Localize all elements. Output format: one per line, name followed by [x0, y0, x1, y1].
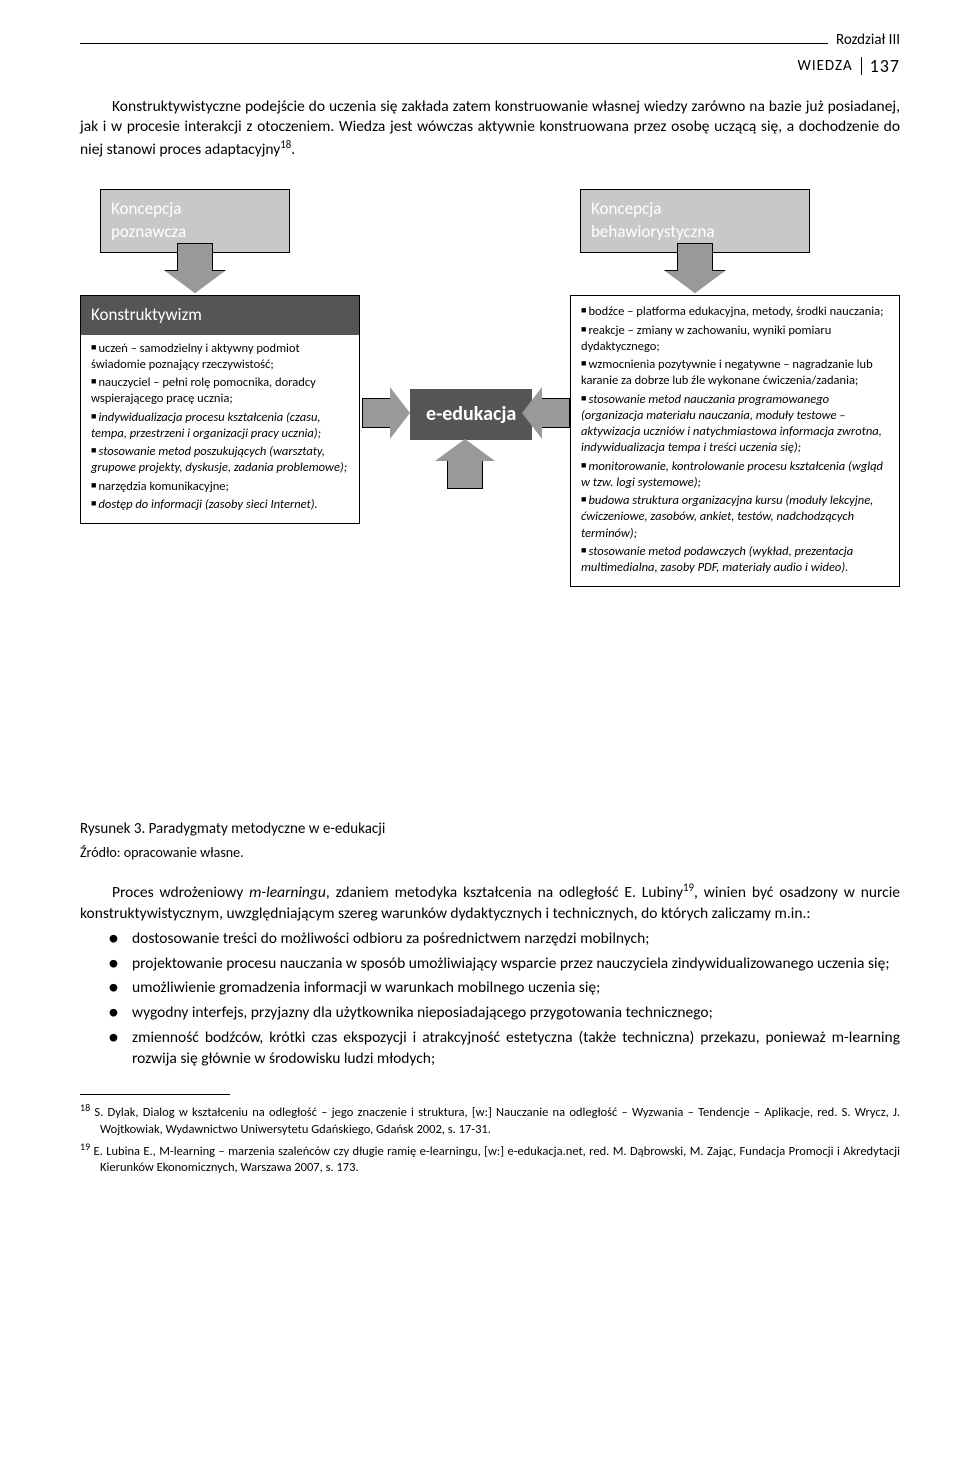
- figure-source: Źródło: opracowanie własne.: [80, 844, 900, 863]
- bullet-list: dostosowanie treści do możliwości odbior…: [80, 929, 900, 1071]
- footnote-18: 18 S. Dylak, Dialog w kształceniu na odl…: [80, 1101, 900, 1138]
- list-item: monitorowanie, kontrolowanie procesu ksz…: [581, 459, 889, 492]
- body-paragraph-1: Konstruktywistyczne podejście do uczenia…: [80, 97, 900, 162]
- chapter-label: Rozdział III: [836, 30, 900, 50]
- list-item: uczeń – samodzielny i aktywny podmiot św…: [91, 341, 349, 374]
- list-item: budowa struktura organizacyjna kursu (mo…: [581, 493, 889, 542]
- list-item: indywidualizacja procesu kształcenia (cz…: [91, 410, 349, 443]
- list-item: stosowanie metod podawczych (wykład, pre…: [581, 544, 889, 577]
- bullet-item: dostosowanie treści do możliwości odbior…: [132, 929, 900, 950]
- body-paragraph-2: Proces wdrożeniowy m-learningu, zdaniem …: [80, 881, 900, 925]
- footnote-19: 19 E. Lubina E., M-learning – marzenia s…: [80, 1140, 900, 1177]
- footnote-ref-19: 19: [683, 881, 694, 894]
- list-item: reakcje – zmiany w zachowaniu, wyniki po…: [581, 323, 889, 356]
- page-header: Rozdział III: [80, 30, 900, 50]
- arrow-left: [522, 387, 570, 439]
- footnotes-separator: [80, 1094, 230, 1095]
- konstruktywizm-list: uczeń – samodzielny i aktywny podmiot św…: [91, 341, 349, 514]
- box-konstruktywizm-title: Konstruktywizm: [81, 296, 359, 334]
- bullet-item: wygodny interfejs, przyjazny dla użytkow…: [132, 1003, 900, 1024]
- list-item: stosowanie metod poszukujących (warsztat…: [91, 444, 349, 477]
- box-behawiorystyczna-list: bodźce – platforma edukacyjna, metody, ś…: [570, 295, 900, 587]
- footnote-ref-18: 18: [280, 138, 291, 151]
- list-item: narzędzia komunikacyjne;: [91, 479, 349, 495]
- bullet-item: zmienność bodźców, krótki czas ekspozycj…: [132, 1028, 900, 1070]
- box-e-edukacja: e-edukacja: [410, 389, 532, 440]
- section-label: WIEDZA: [797, 56, 852, 76]
- bullet-item: umożliwienie gromadzenia informacji w wa…: [132, 978, 900, 999]
- list-item: stosowanie metod nauczania programowaneg…: [581, 392, 889, 457]
- list-item: nauczyciel – pełni rolę pomocnika, dorad…: [91, 375, 349, 408]
- box-konstruktywizm: Konstruktywizm uczeń – samodzielny i akt…: [80, 295, 360, 524]
- figure-caption: Rysunek 3. Paradygmaty metodyczne w e-ed…: [80, 819, 900, 839]
- section-row: WIEDZA 137: [80, 54, 900, 78]
- list-item: dostęp do informacji (zasoby sieci Inter…: [91, 497, 349, 513]
- bullet-item: projektowanie procesu nauczania w sposób…: [132, 954, 900, 975]
- arrow-down-left: [165, 243, 225, 293]
- header-sep: [861, 57, 862, 75]
- arrow-up: [435, 439, 495, 489]
- page-number: 137: [870, 54, 900, 78]
- box-e-edukacja-label: e-edukacja: [426, 402, 516, 426]
- arrow-down-right: [665, 243, 725, 293]
- arrow-right: [362, 387, 410, 439]
- figure-diagram: Koncepcja poznawcza Koncepcja behawiorys…: [80, 189, 900, 809]
- list-item: bodźce – platforma edukacyjna, metody, ś…: [581, 304, 889, 320]
- box-koncepcja-poznawcza-label: Koncepcja poznawcza: [111, 198, 279, 244]
- list-item: wzmocnienia pozytywnie i negatywne – nag…: [581, 357, 889, 390]
- header-rule: [80, 43, 828, 44]
- behawiorystyczna-list: bodźce – platforma edukacyjna, metody, ś…: [581, 304, 889, 576]
- box-koncepcja-behawiorystyczna-label: Koncepcja behawiorystyczna: [591, 198, 799, 244]
